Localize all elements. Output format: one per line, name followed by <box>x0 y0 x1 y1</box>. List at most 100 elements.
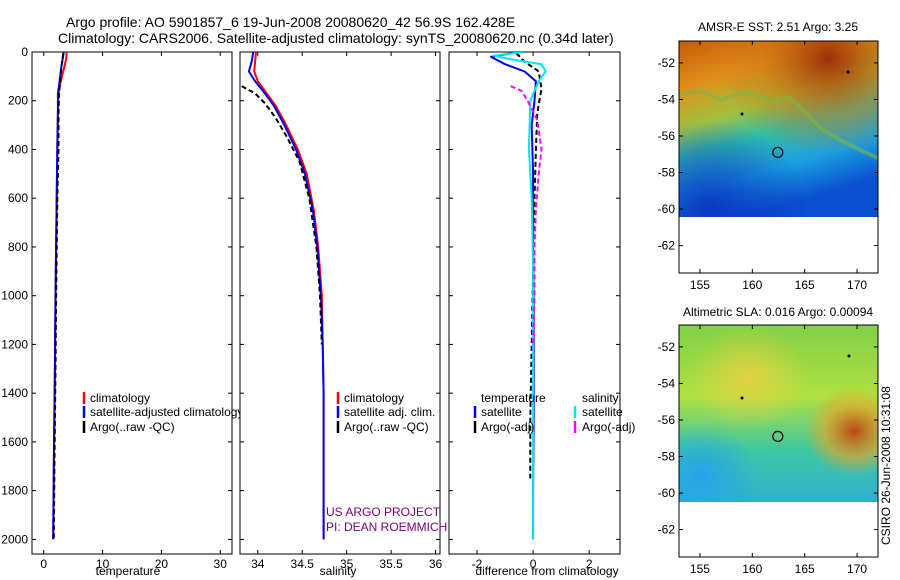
lon-tick-label: 160 <box>742 278 762 292</box>
lon-tick-label: 170 <box>847 278 867 292</box>
x-tick-label: 30 <box>214 557 228 571</box>
x-tick-label: 0 <box>40 557 47 571</box>
lon-tick-label: 160 <box>742 562 762 576</box>
lat-tick-label: -56 <box>658 413 676 427</box>
sst-lat-ticks: -52 -54 -56 -58 -60 -62 <box>658 56 878 253</box>
lat-tick-label: -58 <box>658 450 676 464</box>
lat-tick-label: -54 <box>658 92 676 106</box>
x-tick-label: 36 <box>429 557 443 571</box>
legend-label-sal-satellite: satellite <box>582 405 623 419</box>
lat-tick-label: -52 <box>658 56 676 70</box>
temperature-series <box>52 52 68 540</box>
lon-tick-label: 155 <box>690 278 710 292</box>
sst-map-frame <box>678 40 879 274</box>
lat-tick-label: -62 <box>658 523 676 537</box>
temperature-xlabel: temperature <box>96 564 161 578</box>
legend-label-temp-argo: Argo(-adj) <box>481 420 534 434</box>
figure-title-line1: Argo profile: AO 5901857_6 19-Jun-2008 2… <box>66 14 515 30</box>
series-line-argo-raw-qc <box>241 85 323 345</box>
legend-title-salinity: salinity <box>582 391 619 405</box>
difference-x-ticks: -2 0 2 <box>472 52 593 571</box>
temperature-depth-ticks: 0 200 400 600 800 1000 1200 1400 1600 1800 2000 <box>1 45 232 546</box>
lat-tick-label: -60 <box>658 486 676 500</box>
x-tick-label: 35.5 <box>379 557 403 571</box>
series-line-temperature-argo-adj <box>515 52 543 479</box>
legend-title-temperature: temperature <box>481 391 546 405</box>
project-credit-line2: PI: DEAN ROEMMICH <box>326 520 447 534</box>
difference-series <box>490 52 547 540</box>
x-tick-label: 34.5 <box>291 557 315 571</box>
x-tick-label: 0 <box>530 557 537 571</box>
x-tick-label: 20 <box>155 557 169 571</box>
legend-label-temp-satellite: satellite <box>481 405 522 419</box>
legend-label-climatology: climatology <box>344 391 404 405</box>
depth-tick-label: 1400 <box>1 386 28 400</box>
difference-depth-ticks <box>449 51 620 540</box>
salinity-series <box>241 52 325 540</box>
legend-label-satellite-adjusted: satellite-adjusted climatology <box>90 405 243 419</box>
x-tick-label: 35 <box>340 557 354 571</box>
salinity-legend: climatology satellite adj. clim. Argo(..… <box>336 391 435 434</box>
x-tick-label: 2 <box>586 557 593 571</box>
sst-front-contour <box>678 87 879 160</box>
sst-map-title: AMSR-E SST: 2.51 Argo: 3.25 <box>698 20 858 34</box>
depth-tick-label: 1200 <box>1 337 28 351</box>
salinity-xlabel: salinity <box>320 564 357 578</box>
x-tick-label: 10 <box>96 557 110 571</box>
lat-tick-label: -60 <box>658 202 676 216</box>
lon-tick-label: 155 <box>690 562 710 576</box>
sst-float-dot <box>740 112 744 116</box>
sla-map-title: Altimetric SLA: 0.016 Argo: 0.00094 <box>683 305 873 319</box>
salinity-depth-ticks <box>240 51 440 540</box>
salinity-x-ticks: 34 34.5 35 35.5 36 <box>251 52 443 571</box>
sst-lon-ticks: 155 160 165 170 <box>690 41 867 292</box>
depth-tick-label: 400 <box>8 142 28 156</box>
depth-tick-label: 800 <box>8 240 28 254</box>
sla-lat-ticks: -52 -54 -56 -58 -60 -62 <box>658 340 878 537</box>
temperature-axes-box <box>31 51 233 555</box>
legend-label-satellite-adj: satellite adj. clim. <box>344 405 435 419</box>
lat-tick-label: -54 <box>658 376 676 390</box>
sla-lon-ticks: 155 160 165 170 <box>690 325 867 576</box>
series-line-salinity-satellite <box>492 52 547 540</box>
sla-map-frame <box>678 324 879 558</box>
x-tick-label: -2 <box>472 557 483 571</box>
lon-tick-label: 165 <box>795 278 815 292</box>
sla-map: Altimetric SLA: 0.016 Argo: 0.00094 -52-… <box>658 305 879 576</box>
temperature-panel: 0 200 400 600 800 1000 1200 1400 1600 1800 2000 0 1… <box>1 45 243 578</box>
series-line-argo-raw-qc <box>52 53 65 540</box>
depth-tick-label: 600 <box>8 191 28 205</box>
depth-tick-label: 0 <box>21 45 28 59</box>
difference-panel: -2 0 2 difference from climatology tempera… <box>448 51 635 578</box>
temperature-x-ticks: 0 10 20 30 <box>40 52 227 571</box>
sla-profile-location-marker <box>772 430 784 442</box>
x-tick-label: 34 <box>251 557 265 571</box>
temperature-legend: climatology satellite-adjusted climatolo… <box>82 391 243 434</box>
sla-float-dot <box>740 396 744 400</box>
lat-tick-label: -56 <box>658 129 676 143</box>
depth-tick-label: 200 <box>8 94 28 108</box>
series-line-salinity-argo-adj <box>510 85 543 345</box>
salinity-panel: 34 34.5 35 35.5 36 salinity climatology sate… <box>239 51 447 578</box>
depth-tick-label: 1800 <box>1 484 28 498</box>
timestamp-label: CSIRO 26-Jun-2008 10:31:08 <box>879 386 893 545</box>
project-credit-line1: US ARGO PROJECT <box>326 505 441 519</box>
difference-legend: temperature satellite Argo(-adj) salinit… <box>473 391 635 434</box>
figure-title-line2: Climatology: CARS2006. Satellite-adjuste… <box>58 30 614 46</box>
depth-tick-label: 1000 <box>1 289 28 303</box>
legend-label-climatology: climatology <box>90 391 150 405</box>
sla-low-region <box>679 325 878 502</box>
depth-tick-label: 1600 <box>1 435 28 449</box>
legend-label-sal-argo: Argo(-adj) <box>582 420 635 434</box>
legend-label-argo: Argo(..raw -QC) <box>344 420 429 434</box>
lon-tick-label: 170 <box>847 562 867 576</box>
salinity-axes-box <box>239 51 441 555</box>
sst-float-dot <box>846 70 850 74</box>
sst-cold-region <box>679 41 878 217</box>
sst-map: AMSR-E SST: 2.51 Argo: 3.25 -52 -54 -56 -58… <box>658 20 879 292</box>
sst-profile-location-marker <box>772 146 784 158</box>
lat-tick-label: -52 <box>658 340 676 354</box>
lat-tick-label: -58 <box>658 166 676 180</box>
depth-tick-label: 2000 <box>1 532 28 546</box>
